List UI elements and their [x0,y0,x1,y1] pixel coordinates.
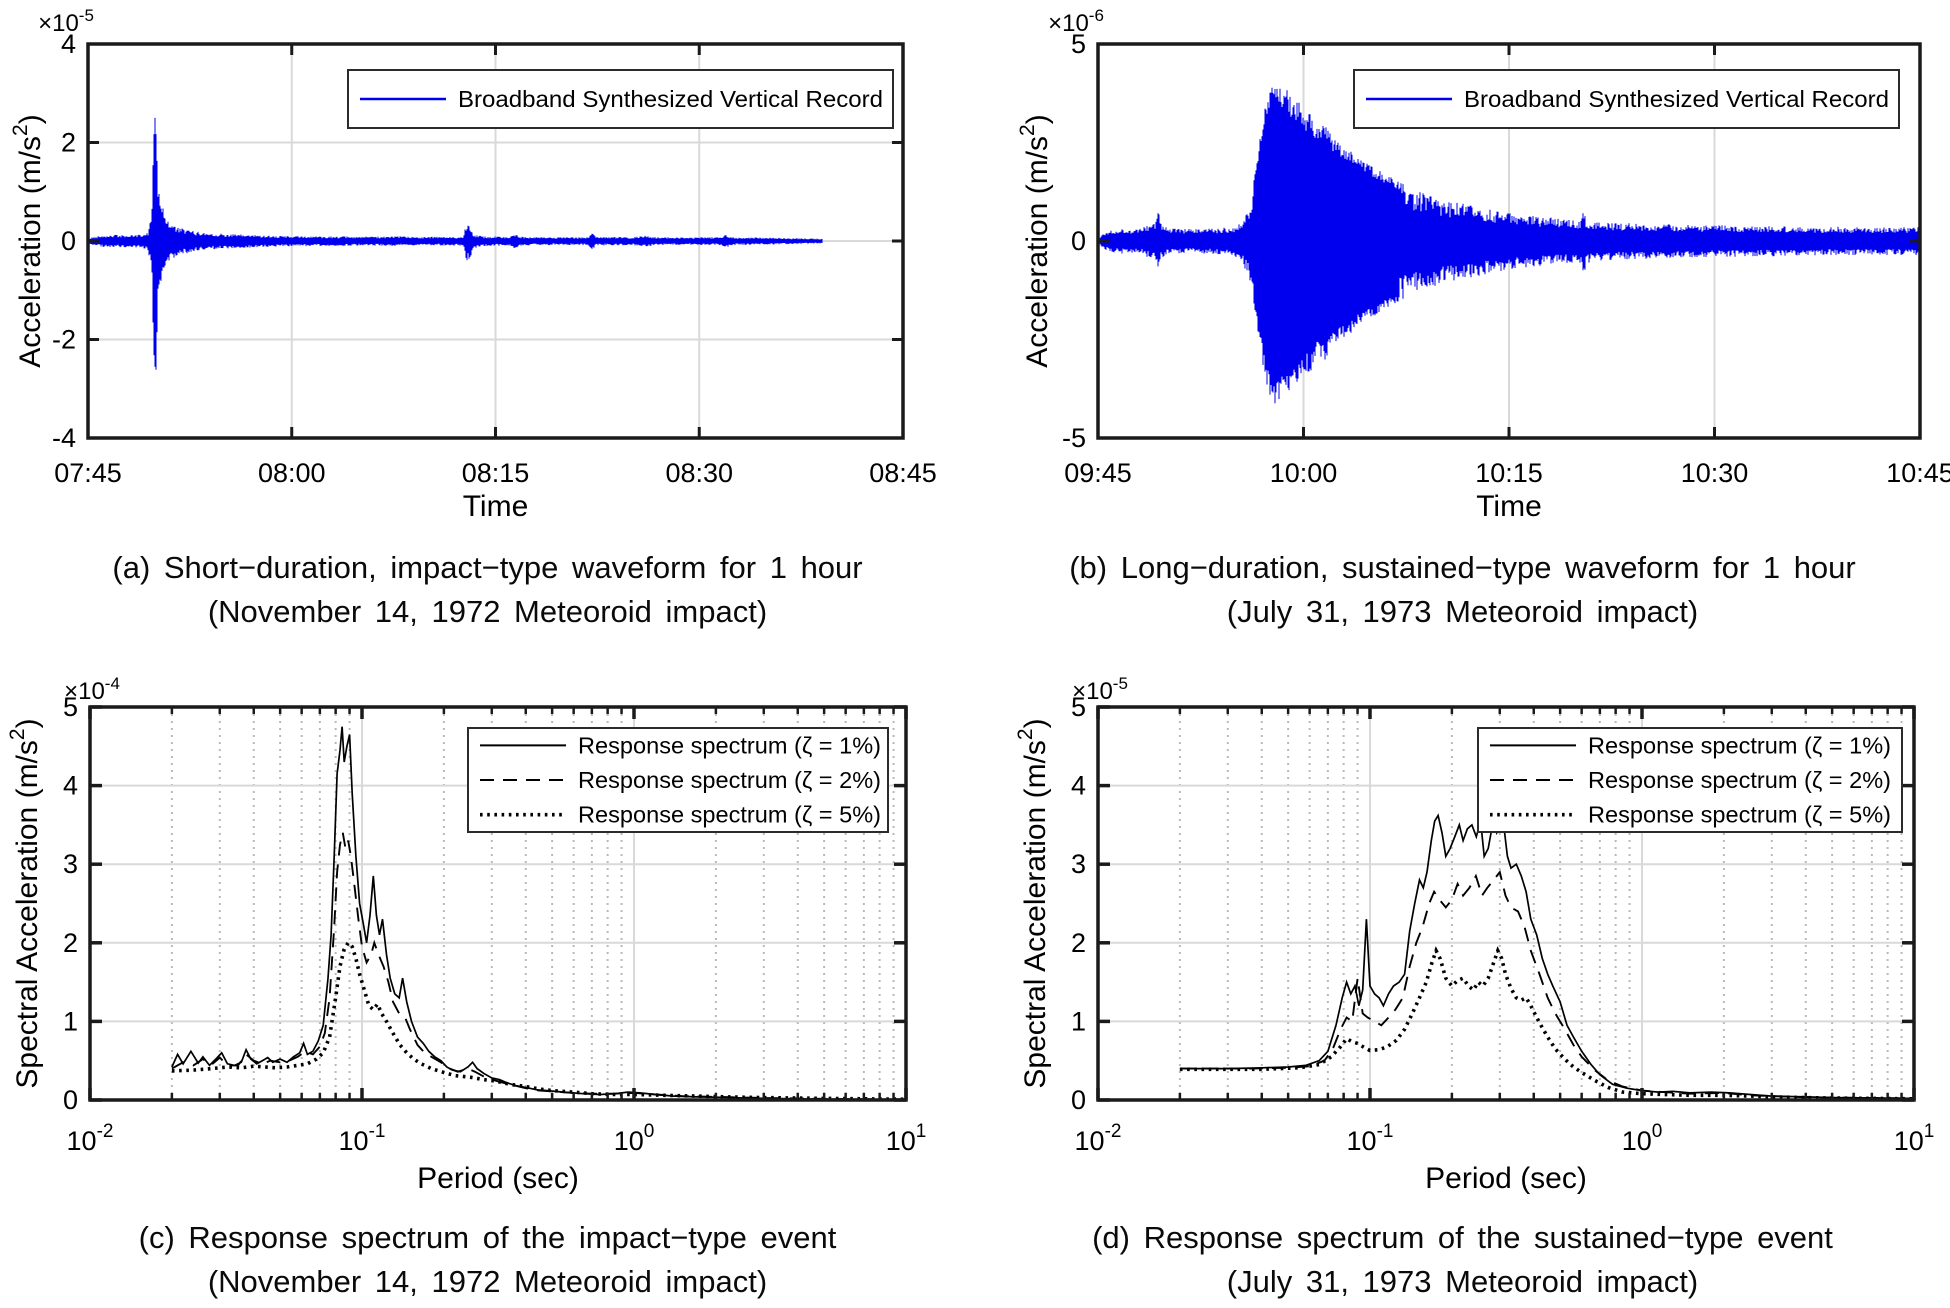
legend: Broadband Synthesized Vertical Record [347,69,894,129]
svg-text:10-2: 10-2 [67,1121,114,1156]
svg-text:-5: -5 [1062,423,1086,453]
y-axis-label: Acceleration (m/s2) [9,114,47,367]
spectrum-series-2 [1179,869,1915,1100]
plot-border [86,42,905,440]
svg-text:0: 0 [1071,1085,1086,1115]
svg-text:Acceleration (m/s2): Acceleration (m/s2) [1016,114,1054,367]
svg-text:10-1: 10-1 [1347,1121,1394,1156]
svg-text:Spectral Acceleration (m/s2): Spectral Acceleration (m/s2) [1014,718,1052,1088]
legend: Broadband Synthesized Vertical Record [1353,69,1900,129]
caption-b: (b) Long−duration, sustained−type wavefo… [975,546,1950,634]
y-axis-multiplier: ×10-6 [1048,6,1104,37]
svg-text:-2: -2 [52,325,76,355]
y-axis-multiplier: ×10-5 [1072,674,1128,705]
svg-text:10:15: 10:15 [1475,458,1543,488]
caption-d: (d) Response spectrum of the sustained−t… [975,1216,1950,1304]
caption-a-line2: (November 14, 1972 Meteoroid impact) [207,594,768,629]
svg-text:100: 100 [614,1121,655,1156]
x-axis-label: Period (sec) [417,1162,579,1195]
grid [1098,707,1914,1100]
axis-tick-labels: 07:45 08:00 08:15 08:30 08:45 4 2 0 -2 -4 [52,29,937,488]
y-axis-multiplier: ×10-4 [64,674,120,705]
caption-b-line2: (July 31, 1973 Meteoroid impact) [1226,594,1699,629]
svg-text:Acceleration (m/s2): Acceleration (m/s2) [9,114,47,367]
svg-text:10:45: 10:45 [1886,458,1950,488]
svg-text:2: 2 [61,128,76,158]
caption-c-line2: (November 14, 1972 Meteoroid impact) [207,1264,768,1299]
svg-text:101: 101 [886,1121,927,1156]
legend-label: Response spectrum (ζ = 1%) [1588,732,1891,758]
svg-text:100: 100 [1622,1121,1663,1156]
svg-text:2: 2 [1071,928,1086,958]
svg-text:4: 4 [1071,771,1086,801]
legend-label: Broadband Synthesized Vertical Record [1464,86,1889,112]
x-axis-label: Time [463,490,529,523]
legend-label: Response spectrum (ζ = 1%) [578,732,881,758]
axis-tick-labels: 09:45 10:00 10:15 10:30 10:45 5 0 -5 [1062,29,1950,488]
y-axis-label: Spectral Acceleration (m/s2) [6,718,44,1088]
svg-text:10:30: 10:30 [1681,458,1749,488]
svg-text:10:00: 10:00 [1270,458,1338,488]
legend-label: Response spectrum (ζ = 2%) [1588,767,1891,793]
svg-text:3: 3 [1071,849,1086,879]
legend-label: Broadband Synthesized Vertical Record [458,86,883,112]
caption-c: (c) Response spectrum of the impact−type… [0,1216,975,1304]
spectrum-series-1 [1179,813,1915,1100]
caption-a-line1: (a) Short−duration, impact−type waveform… [112,550,863,585]
spectrum-series-2 [171,832,907,1101]
svg-text:-4: -4 [52,423,76,453]
caption-a: (a) Short−duration, impact−type waveform… [0,546,975,634]
waveform-chart-b: 09:45 10:00 10:15 10:30 10:45 5 0 -5 ×10-6 Time Ac… [1016,6,1950,523]
svg-text:08:00: 08:00 [258,458,326,488]
svg-text:09:45: 09:45 [1064,458,1132,488]
plot-border [1096,42,1922,440]
spectrum-series-3 [1179,946,1915,1101]
svg-text:1: 1 [1071,1006,1086,1036]
svg-text:5: 5 [63,692,78,722]
waveform-series [87,117,823,370]
svg-text:1: 1 [63,1006,78,1036]
svg-text:4: 4 [61,29,76,59]
y-axis-label: Acceleration (m/s2) [1016,114,1054,367]
caption-b-line1: (b) Long−duration, sustained−type wavefo… [1069,550,1856,585]
svg-text:08:45: 08:45 [869,458,937,488]
svg-text:0: 0 [1071,226,1086,256]
svg-text:5: 5 [1071,29,1086,59]
legend-label: Response spectrum (ζ = 5%) [578,802,881,828]
svg-text:Spectral Acceleration (m/s2): Spectral Acceleration (m/s2) [6,718,44,1088]
y-axis-multiplier: ×10-5 [38,6,94,37]
legend: Response spectrum (ζ = 1%) Response spect… [467,727,889,833]
caption-d-line1: (d) Response spectrum of the sustained−t… [1092,1220,1833,1255]
x-axis-label: Time [1476,490,1542,523]
y-axis-label: Spectral Acceleration (m/s2) [1014,718,1052,1088]
plot-border [1096,705,1916,1102]
svg-text:2: 2 [63,928,78,958]
svg-text:5: 5 [1071,692,1086,722]
svg-text:4: 4 [63,771,78,801]
legend-label: Response spectrum (ζ = 5%) [1588,802,1891,828]
waveform-chart-a: 07:45 08:00 08:15 08:30 08:45 4 2 0 -2 -4 ×10-5 Tim… [9,6,937,523]
plot-border [88,705,908,1102]
svg-text:0: 0 [61,226,76,256]
svg-text:07:45: 07:45 [54,458,122,488]
svg-text:08:30: 08:30 [665,458,733,488]
svg-text:10-2: 10-2 [1075,1121,1122,1156]
legend: Response spectrum (ζ = 1%) Response spect… [1477,727,1903,833]
legend-label: Response spectrum (ζ = 2%) [578,767,881,793]
caption-d-line2: (July 31, 1973 Meteoroid impact) [1226,1264,1699,1299]
svg-text:10-1: 10-1 [339,1121,386,1156]
x-axis-label: Period (sec) [1425,1162,1587,1195]
svg-text:0: 0 [63,1085,78,1115]
svg-text:3: 3 [63,849,78,879]
caption-c-line1: (c) Response spectrum of the impact−type… [138,1220,837,1255]
svg-text:08:15: 08:15 [462,458,530,488]
svg-text:101: 101 [1894,1121,1935,1156]
